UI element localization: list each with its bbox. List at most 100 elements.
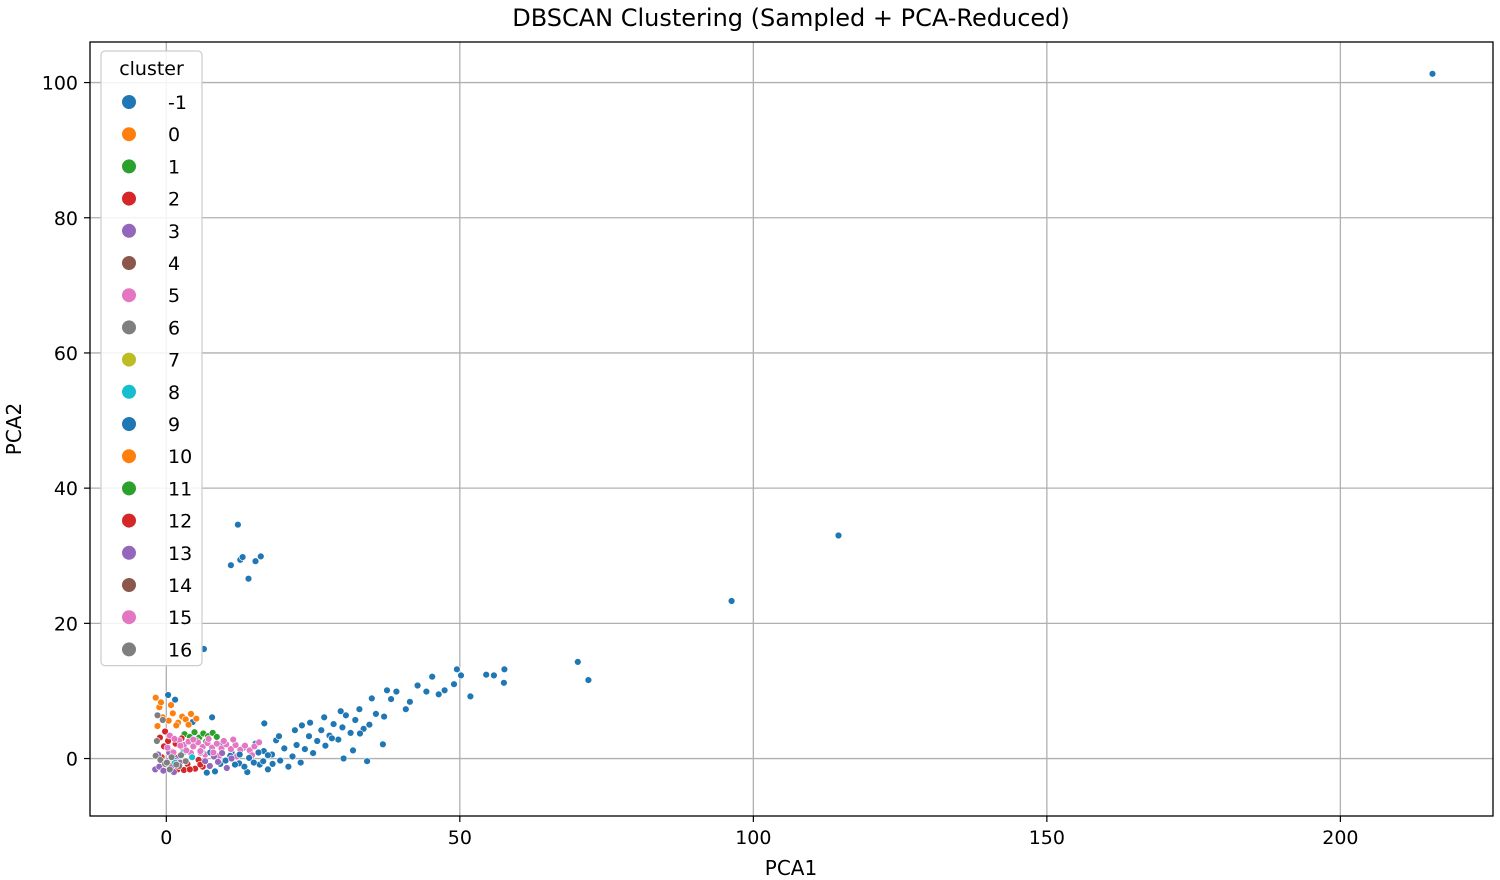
y-tick-label: 100 bbox=[42, 73, 78, 95]
legend-label: 3 bbox=[168, 221, 180, 243]
data-point bbox=[156, 756, 165, 764]
data-point bbox=[172, 721, 181, 730]
data-point bbox=[177, 751, 185, 759]
data-point bbox=[240, 762, 249, 771]
data-point bbox=[190, 728, 199, 736]
data-point bbox=[192, 714, 201, 723]
data-point bbox=[500, 665, 509, 673]
y-tick-label: 60 bbox=[54, 343, 78, 365]
data-point bbox=[153, 711, 162, 719]
legend-label: -1 bbox=[168, 92, 187, 114]
data-point bbox=[453, 665, 461, 673]
legend-title: cluster bbox=[119, 58, 184, 80]
data-point bbox=[203, 768, 211, 777]
data-point bbox=[1428, 70, 1437, 78]
data-point bbox=[413, 681, 422, 690]
legend-marker bbox=[121, 158, 137, 175]
data-point bbox=[187, 710, 195, 718]
data-point bbox=[231, 760, 239, 769]
data-point bbox=[201, 757, 209, 765]
data-point bbox=[163, 758, 171, 767]
cluster-series-15 bbox=[163, 735, 237, 757]
x-tick-label: 200 bbox=[1322, 827, 1358, 849]
data-point bbox=[257, 552, 265, 561]
legend-marker bbox=[121, 287, 137, 304]
data-point bbox=[727, 597, 736, 605]
data-point bbox=[435, 690, 443, 698]
data-point bbox=[152, 752, 160, 760]
data-point bbox=[186, 765, 194, 774]
grid bbox=[90, 42, 1493, 816]
legend-marker bbox=[121, 480, 137, 497]
data-point bbox=[204, 735, 213, 743]
data-point bbox=[440, 686, 449, 694]
legend-marker bbox=[121, 577, 137, 593]
data-point bbox=[223, 764, 231, 772]
y-axis-label: PCA2 bbox=[2, 403, 26, 455]
legend-label: 9 bbox=[168, 414, 180, 436]
data-point bbox=[368, 694, 376, 703]
data-point bbox=[328, 734, 336, 742]
data-point bbox=[584, 676, 593, 684]
data-point bbox=[189, 735, 198, 744]
data-point bbox=[159, 766, 168, 775]
data-point bbox=[466, 692, 475, 701]
data-point bbox=[182, 746, 191, 755]
data-point bbox=[167, 753, 176, 761]
chart-title: DBSCAN Clustering (Sampled + PCA-Reduced… bbox=[512, 4, 1070, 32]
legend-label: 10 bbox=[168, 446, 192, 468]
data-point bbox=[346, 729, 355, 737]
data-point bbox=[291, 726, 299, 734]
data-point bbox=[208, 713, 216, 721]
data-point bbox=[250, 742, 259, 751]
data-point bbox=[153, 737, 161, 745]
x-tick-label: 50 bbox=[448, 827, 472, 849]
data-point bbox=[482, 670, 490, 679]
data-point bbox=[355, 705, 364, 713]
legend-marker bbox=[121, 448, 137, 465]
data-point bbox=[387, 695, 395, 703]
legend-label: 15 bbox=[168, 607, 192, 629]
data-points bbox=[151, 70, 1437, 777]
cluster-series--1 bbox=[164, 70, 1437, 776]
data-point bbox=[259, 757, 267, 765]
legend-label: 6 bbox=[168, 317, 180, 339]
data-point bbox=[227, 561, 235, 569]
cluster-series-0 bbox=[152, 693, 201, 730]
data-point bbox=[306, 718, 314, 727]
legend-label: 4 bbox=[168, 253, 180, 275]
data-point bbox=[213, 733, 221, 741]
data-point bbox=[268, 760, 277, 768]
data-point bbox=[276, 756, 284, 765]
legend-label: 12 bbox=[168, 511, 192, 533]
legend-label: 11 bbox=[168, 478, 192, 500]
data-point bbox=[320, 713, 328, 721]
x-tick-label: 150 bbox=[1029, 827, 1065, 849]
data-point bbox=[244, 574, 253, 583]
data-point bbox=[380, 712, 388, 721]
data-point bbox=[406, 698, 414, 706]
legend-marker bbox=[121, 190, 137, 207]
data-point bbox=[288, 752, 297, 761]
data-point bbox=[153, 722, 162, 730]
data-point bbox=[834, 531, 843, 540]
data-point bbox=[338, 723, 347, 732]
x-tick-label: 0 bbox=[160, 827, 172, 849]
data-point bbox=[349, 746, 357, 755]
data-point bbox=[383, 686, 391, 694]
data-point bbox=[152, 693, 160, 702]
data-point bbox=[161, 727, 169, 736]
data-point bbox=[188, 753, 196, 761]
legend-label: 14 bbox=[168, 575, 192, 597]
data-point bbox=[490, 671, 498, 680]
legend-label: 1 bbox=[168, 156, 180, 178]
data-point bbox=[334, 735, 342, 744]
data-point bbox=[363, 757, 371, 765]
legend-box bbox=[100, 50, 203, 667]
data-point bbox=[292, 741, 301, 749]
data-point bbox=[305, 732, 313, 740]
data-point bbox=[157, 698, 165, 707]
data-point bbox=[227, 754, 236, 763]
